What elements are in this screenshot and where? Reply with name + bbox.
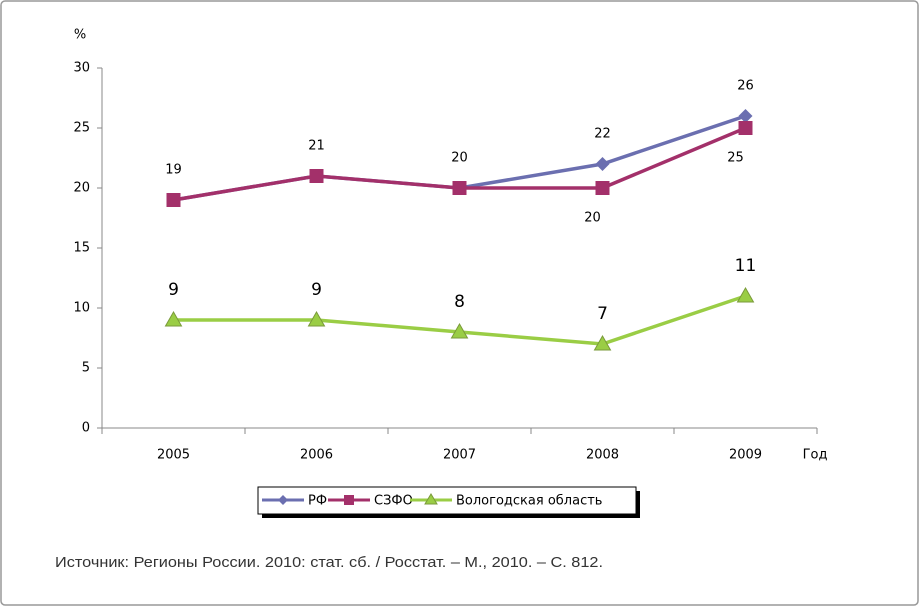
point <box>452 181 467 195</box>
source: Источник: Регионы России. 2010: стат. сб… <box>55 554 603 571</box>
point <box>593 334 612 351</box>
legend-label: РФ <box>308 494 327 509</box>
legend <box>257 486 637 515</box>
data-label: 9 <box>168 280 179 300</box>
point <box>164 310 183 327</box>
y-tick-label: 25 <box>73 121 90 136</box>
point <box>278 495 288 505</box>
y-tick-label: 15 <box>73 241 90 256</box>
y-tick-label: 30 <box>73 61 90 76</box>
point <box>450 322 469 339</box>
point <box>736 286 755 303</box>
data-label: 21 <box>308 139 325 154</box>
data-label: 19 <box>165 163 182 178</box>
y-tick-label: 10 <box>73 301 90 316</box>
data-label: 22 <box>594 127 611 142</box>
data-label: 20 <box>584 211 601 226</box>
x-tick-label: 2006 <box>300 448 333 463</box>
legend-label: Вологодская область <box>456 494 602 509</box>
point <box>738 121 753 135</box>
y-axis-label: % <box>74 28 86 43</box>
x-tick-label: 2008 <box>586 448 619 463</box>
data-label: 25 <box>727 151 744 166</box>
x-axis-label: Год <box>803 448 828 463</box>
x-tick-label: 2007 <box>443 448 476 463</box>
data-label: 8 <box>454 292 465 312</box>
legend-label: СЗФО <box>374 494 413 509</box>
data-label: 9 <box>311 280 322 300</box>
data-label: 20 <box>451 151 468 166</box>
point <box>166 193 181 207</box>
data-label: 7 <box>597 304 608 324</box>
data-label: 11 <box>735 256 757 276</box>
data-label: 26 <box>737 79 754 94</box>
x-tick-label: 2009 <box>729 448 762 463</box>
y-tick-label: 20 <box>73 181 90 196</box>
point <box>595 157 610 171</box>
y-tick-label: 0 <box>82 421 90 436</box>
point <box>307 310 326 327</box>
point <box>738 109 753 123</box>
x-tick-label: 2005 <box>157 448 190 463</box>
point <box>344 495 354 505</box>
point <box>309 169 324 183</box>
point <box>595 181 610 195</box>
point <box>424 493 438 505</box>
y-tick-label: 5 <box>82 361 90 376</box>
